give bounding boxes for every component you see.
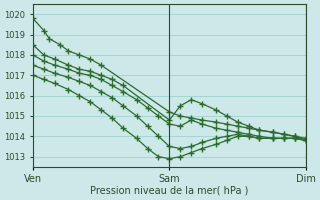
X-axis label: Pression niveau de la mer( hPa ): Pression niveau de la mer( hPa ) <box>90 186 249 196</box>
